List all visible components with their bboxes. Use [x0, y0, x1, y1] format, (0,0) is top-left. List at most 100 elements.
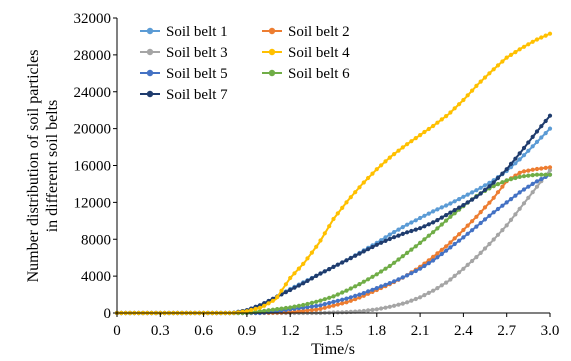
- data-point: [418, 215, 423, 221]
- data-point: [413, 136, 418, 141]
- data-point: [517, 174, 522, 179]
- data-point: [335, 211, 340, 216]
- x-tick-label: 0.6: [194, 323, 213, 339]
- data-point: [508, 217, 514, 222]
- data-point: [491, 184, 496, 189]
- data-point: [374, 242, 379, 247]
- data-point: [340, 260, 345, 265]
- data-point: [470, 219, 475, 224]
- data-point: [344, 296, 349, 301]
- data-point: [521, 44, 527, 49]
- data-point: [491, 195, 496, 200]
- data-point: [461, 203, 466, 208]
- data-point: [521, 153, 527, 158]
- data-point: [435, 286, 440, 291]
- data-point: [396, 233, 401, 238]
- data-point: [491, 67, 496, 72]
- data-point: [357, 295, 362, 300]
- legend-label: Soil belt 4: [288, 45, 350, 61]
- data-point: [392, 235, 397, 240]
- data-point: [387, 236, 392, 242]
- data-point: [318, 271, 323, 276]
- data-point: [366, 277, 371, 282]
- data-point: [539, 135, 544, 140]
- data-point: [517, 206, 522, 211]
- data-point: [457, 205, 462, 210]
- data-point: [413, 268, 418, 274]
- x-tick-label: 2.7: [497, 323, 516, 339]
- data-point: [491, 237, 496, 242]
- data-point: [444, 244, 449, 249]
- data-point: [539, 177, 544, 182]
- data-point: [257, 305, 262, 310]
- data-point: [396, 257, 401, 262]
- data-point: [418, 240, 423, 245]
- data-point: [400, 301, 405, 306]
- data-point: [513, 50, 518, 55]
- legend-entry: Soil belt 2: [262, 24, 350, 40]
- data-point: [270, 298, 275, 303]
- y-tick-labels: 0 4000 8000 12000 16000 20000 24000 28000 32000: [74, 11, 117, 322]
- data-point: [383, 159, 388, 164]
- data-point: [465, 93, 470, 98]
- x-tick-label: 2.1: [411, 323, 430, 339]
- data-point: [275, 295, 280, 300]
- data-point: [547, 126, 553, 131]
- data-point: [508, 161, 514, 166]
- data-point: [353, 297, 358, 302]
- data-point: [487, 213, 492, 218]
- data-point: [534, 129, 540, 134]
- data-point: [340, 297, 345, 302]
- data-point: [331, 299, 336, 304]
- data-point: [461, 97, 466, 103]
- data-point: [379, 163, 384, 168]
- data-point: [547, 113, 553, 118]
- data-point: [335, 292, 340, 297]
- data-point: [482, 187, 488, 192]
- data-point: [405, 273, 410, 278]
- data-point: [361, 308, 366, 314]
- data-point: [422, 263, 427, 269]
- data-point: [431, 123, 436, 129]
- data-point: [292, 271, 297, 276]
- y-tick-label: 4000: [81, 269, 111, 285]
- data-point: [513, 161, 518, 166]
- data-point: [413, 296, 418, 302]
- data-point: [439, 283, 444, 288]
- data-point: [457, 102, 462, 107]
- data-point: [521, 169, 527, 174]
- data-point: [474, 214, 479, 219]
- data-point: [444, 114, 449, 119]
- data-point: [387, 281, 392, 286]
- data-point: [465, 200, 470, 205]
- data-point: [426, 233, 431, 238]
- data-point: [327, 224, 332, 229]
- data-point: [374, 272, 379, 277]
- data-point: [461, 266, 466, 271]
- data-point: [478, 191, 483, 196]
- data-point: [283, 290, 288, 295]
- data-point: [448, 277, 453, 282]
- data-point: [409, 139, 414, 144]
- data-point: [322, 297, 327, 302]
- data-point: [534, 172, 540, 177]
- data-point: [400, 275, 405, 280]
- data-point: [379, 240, 384, 245]
- data-point: [374, 167, 379, 172]
- data-point: [413, 244, 418, 249]
- data-point: [357, 251, 362, 256]
- y-tick-label: 24000: [74, 85, 112, 101]
- legend-swatch-marker: [146, 27, 154, 35]
- data-point: [383, 266, 388, 271]
- data-point: [521, 145, 527, 151]
- legend-entry: Soil belt 4: [262, 45, 350, 61]
- data-point: [249, 307, 254, 313]
- data-point: [366, 247, 371, 252]
- x-tick-label: 1.2: [281, 323, 300, 339]
- data-point: [457, 270, 462, 275]
- data-point: [392, 303, 397, 308]
- data-point: [495, 63, 501, 68]
- data-point: [465, 192, 470, 197]
- data-point: [322, 269, 327, 274]
- data-point: [435, 120, 440, 125]
